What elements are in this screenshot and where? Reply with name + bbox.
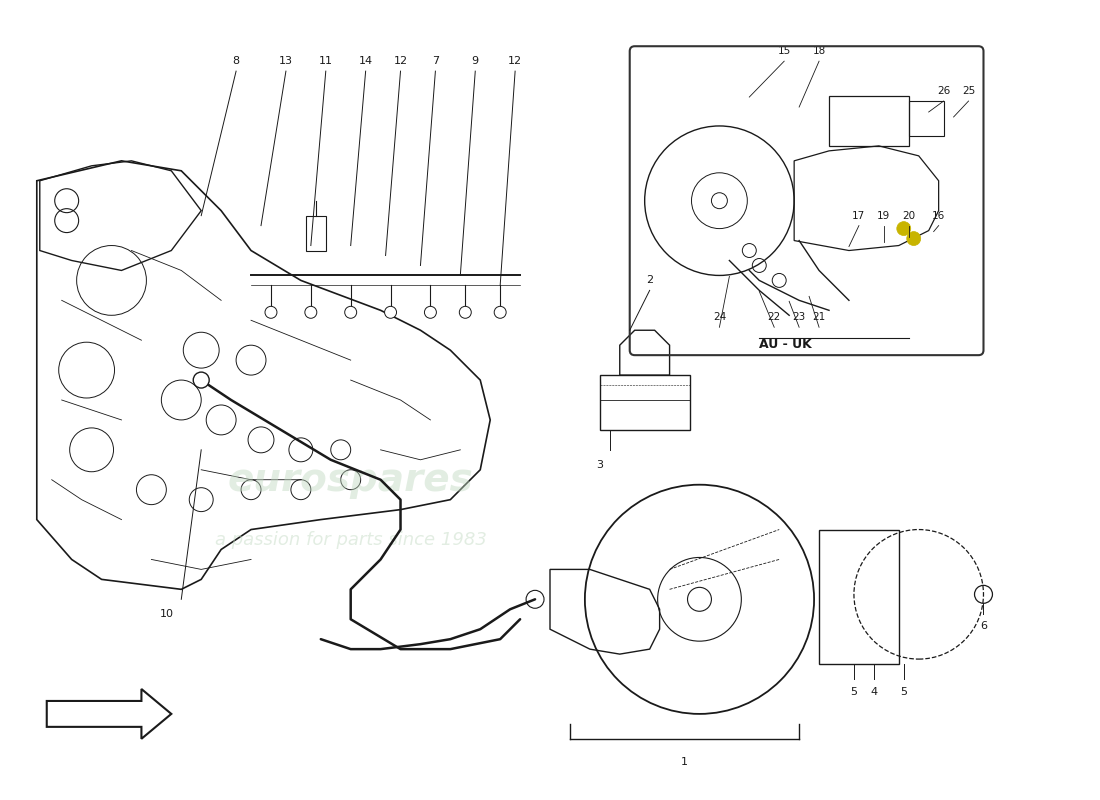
Circle shape — [344, 306, 356, 318]
Text: 23: 23 — [792, 312, 806, 322]
Polygon shape — [47, 689, 172, 739]
Text: 16: 16 — [932, 210, 945, 221]
Bar — [829, 96, 909, 146]
Text: 15: 15 — [778, 46, 791, 56]
Text: 13: 13 — [279, 56, 293, 66]
Circle shape — [305, 306, 317, 318]
Text: 18: 18 — [813, 46, 826, 56]
Circle shape — [494, 306, 506, 318]
Circle shape — [425, 306, 437, 318]
Text: a passion for parts since 1983: a passion for parts since 1983 — [214, 530, 486, 549]
Text: 10: 10 — [160, 610, 174, 619]
Circle shape — [385, 306, 396, 318]
Circle shape — [460, 306, 471, 318]
Text: 24: 24 — [713, 312, 726, 322]
Text: 14: 14 — [359, 56, 373, 66]
Text: 12: 12 — [394, 56, 408, 66]
Circle shape — [896, 222, 911, 235]
Text: 7: 7 — [432, 56, 439, 66]
Text: 5: 5 — [850, 687, 857, 697]
Text: 3: 3 — [596, 460, 603, 470]
Text: 26: 26 — [937, 86, 950, 96]
Text: 5: 5 — [900, 687, 908, 697]
Text: 17: 17 — [852, 210, 866, 221]
Text: 25: 25 — [961, 86, 976, 96]
Text: 2: 2 — [646, 275, 653, 286]
Bar — [306, 216, 326, 250]
Circle shape — [265, 306, 277, 318]
Text: 9: 9 — [472, 56, 478, 66]
Text: eurospares: eurospares — [228, 461, 474, 498]
Circle shape — [194, 372, 209, 388]
Text: AU - UK: AU - UK — [759, 338, 812, 351]
Text: 21: 21 — [813, 312, 826, 322]
Text: 20: 20 — [902, 210, 915, 221]
Text: 19: 19 — [877, 210, 891, 221]
Text: 22: 22 — [768, 312, 781, 322]
Text: 1: 1 — [681, 757, 688, 766]
Text: 12: 12 — [508, 56, 522, 66]
Text: 11: 11 — [319, 56, 333, 66]
Circle shape — [906, 231, 921, 246]
Bar — [909, 101, 944, 136]
Text: 8: 8 — [232, 56, 240, 66]
Text: 6: 6 — [980, 622, 987, 631]
Text: 4: 4 — [870, 687, 878, 697]
Bar — [600, 375, 690, 430]
